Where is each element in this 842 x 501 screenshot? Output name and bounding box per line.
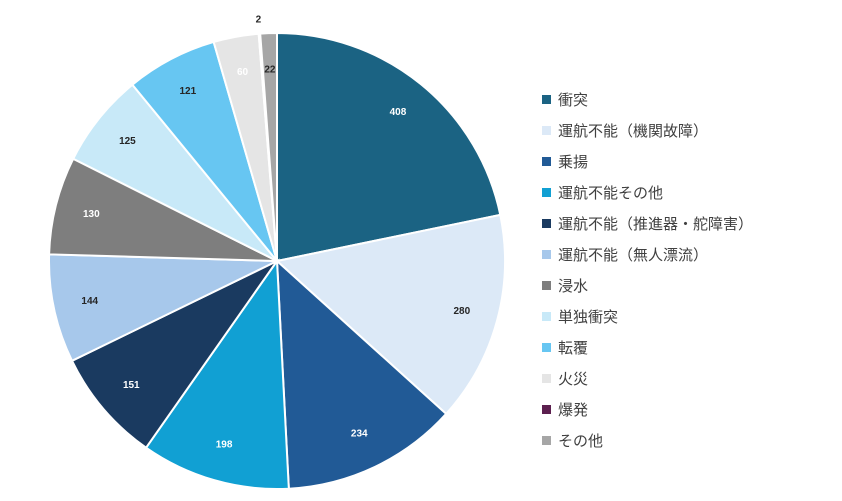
legend-label: 運航不能その他 xyxy=(558,184,664,202)
data-label-10: 2 xyxy=(256,14,262,25)
legend-item-8: 転覆 xyxy=(542,332,753,363)
legend-swatch xyxy=(542,250,551,259)
pie-slice-4 xyxy=(70,258,281,450)
data-label-2: 234 xyxy=(351,429,368,440)
legend-item-1: 運航不能（機関故障） xyxy=(542,115,753,146)
legend-item-9: 火災 xyxy=(542,363,753,394)
legend-label: 乗揚 xyxy=(558,153,589,171)
legend-label: 浸水 xyxy=(558,277,589,295)
pie-slice-2 xyxy=(275,258,448,490)
legend-item-5: 運航不能（無人漂流） xyxy=(542,239,753,270)
legend-label: 単独衝突 xyxy=(558,308,619,326)
legend-label: 運航不能（無人漂流） xyxy=(558,246,709,264)
legend-item-2: 乗揚 xyxy=(542,146,753,177)
data-label-1: 280 xyxy=(453,306,470,317)
pie-slice-1 xyxy=(274,213,506,416)
legend-swatch xyxy=(542,219,551,228)
data-label-6: 130 xyxy=(83,209,100,220)
pie-slices xyxy=(48,31,506,491)
legend-item-7: 単独衝突 xyxy=(542,301,753,332)
legend-label: 転覆 xyxy=(558,339,589,357)
legend-swatch xyxy=(542,436,551,445)
legend-label: 運航不能（機関故障） xyxy=(558,122,709,140)
legend-swatch xyxy=(542,95,551,104)
data-label-8: 121 xyxy=(179,86,196,97)
legend-item-11: その他 xyxy=(542,425,753,456)
pie-slice-0 xyxy=(276,31,502,263)
data-label-0: 408 xyxy=(390,107,407,118)
legend-item-3: 運航不能その他 xyxy=(542,177,753,208)
pie-slice-3 xyxy=(144,258,290,491)
legend-swatch xyxy=(542,312,551,321)
data-label-5: 144 xyxy=(81,296,98,307)
legend-label: 運航不能（推進器・舵障害） xyxy=(558,215,754,233)
legend-swatch xyxy=(542,343,551,352)
legend-swatch xyxy=(542,157,551,166)
legend-item-0: 衝突 xyxy=(542,84,753,115)
legend-swatch xyxy=(542,281,551,290)
data-label-11: 22 xyxy=(264,64,276,75)
data-label-9: 60 xyxy=(237,67,249,78)
legend-swatch xyxy=(542,374,551,383)
legend-label: 爆発 xyxy=(558,401,589,419)
legend-swatch xyxy=(542,405,551,414)
legend-swatch xyxy=(542,188,551,197)
pie-slice-5 xyxy=(48,253,278,363)
legend-item-10: 爆発 xyxy=(542,394,753,425)
legend-item-4: 運航不能（推進器・舵障害） xyxy=(542,208,753,239)
chart-legend: 衝突運航不能（機関故障） 乗揚運航不能その他運航不能（推進器・舵障害） 運航不能（無… xyxy=(542,84,753,456)
data-label-4: 151 xyxy=(123,380,140,391)
legend-swatch xyxy=(542,126,551,135)
legend-label: その他 xyxy=(558,432,604,450)
legend-item-6: 浸水 xyxy=(542,270,753,301)
pie-slice-11 xyxy=(259,31,278,262)
data-label-3: 198 xyxy=(216,440,233,451)
legend-label: 衝突 xyxy=(558,91,589,109)
data-label-7: 125 xyxy=(119,136,136,147)
legend-label: 火災 xyxy=(558,370,589,388)
